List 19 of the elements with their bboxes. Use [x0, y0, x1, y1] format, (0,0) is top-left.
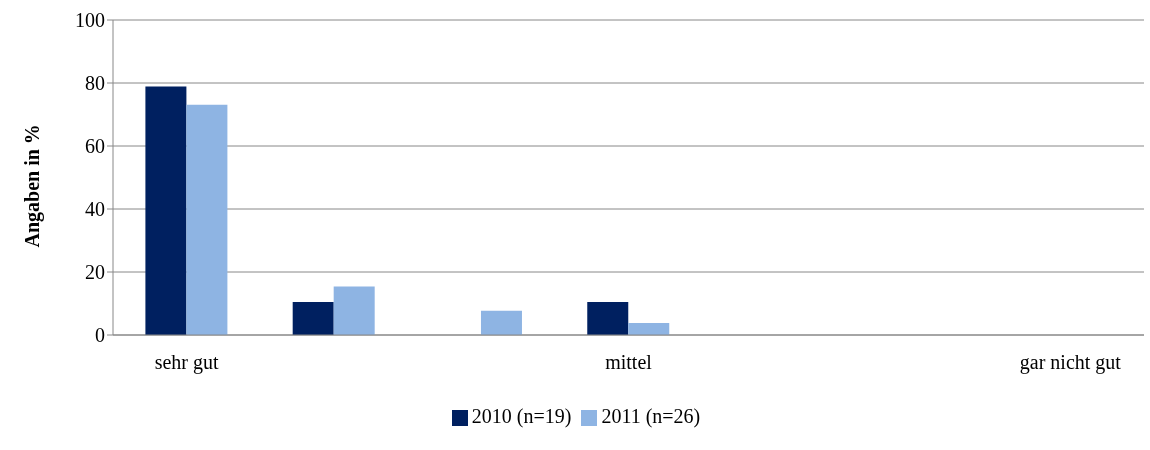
bar — [186, 104, 228, 335]
bar — [628, 323, 670, 335]
x-tick-label: gar nicht gut — [1019, 351, 1122, 375]
legend-label: 2011 (n=26) — [601, 405, 701, 427]
y-tick-label: 60 — [85, 135, 105, 158]
bar — [292, 301, 334, 335]
x-tick-label: mittel — [605, 351, 653, 374]
y-tick-label: 40 — [85, 198, 105, 221]
y-tick-label: 100 — [75, 9, 105, 32]
x-tick-label: sehr gut — [154, 351, 220, 375]
y-axis-title: Angaben in % — [21, 124, 45, 248]
legend-label: 2010 (n=19) — [471, 405, 572, 427]
y-tick-label: 20 — [85, 261, 105, 284]
bar — [480, 310, 522, 335]
bar — [145, 86, 187, 335]
y-tick-label: 0 — [95, 324, 105, 347]
y-tick-label: 80 — [85, 72, 105, 95]
bar — [587, 301, 629, 335]
bar — [333, 286, 375, 335]
